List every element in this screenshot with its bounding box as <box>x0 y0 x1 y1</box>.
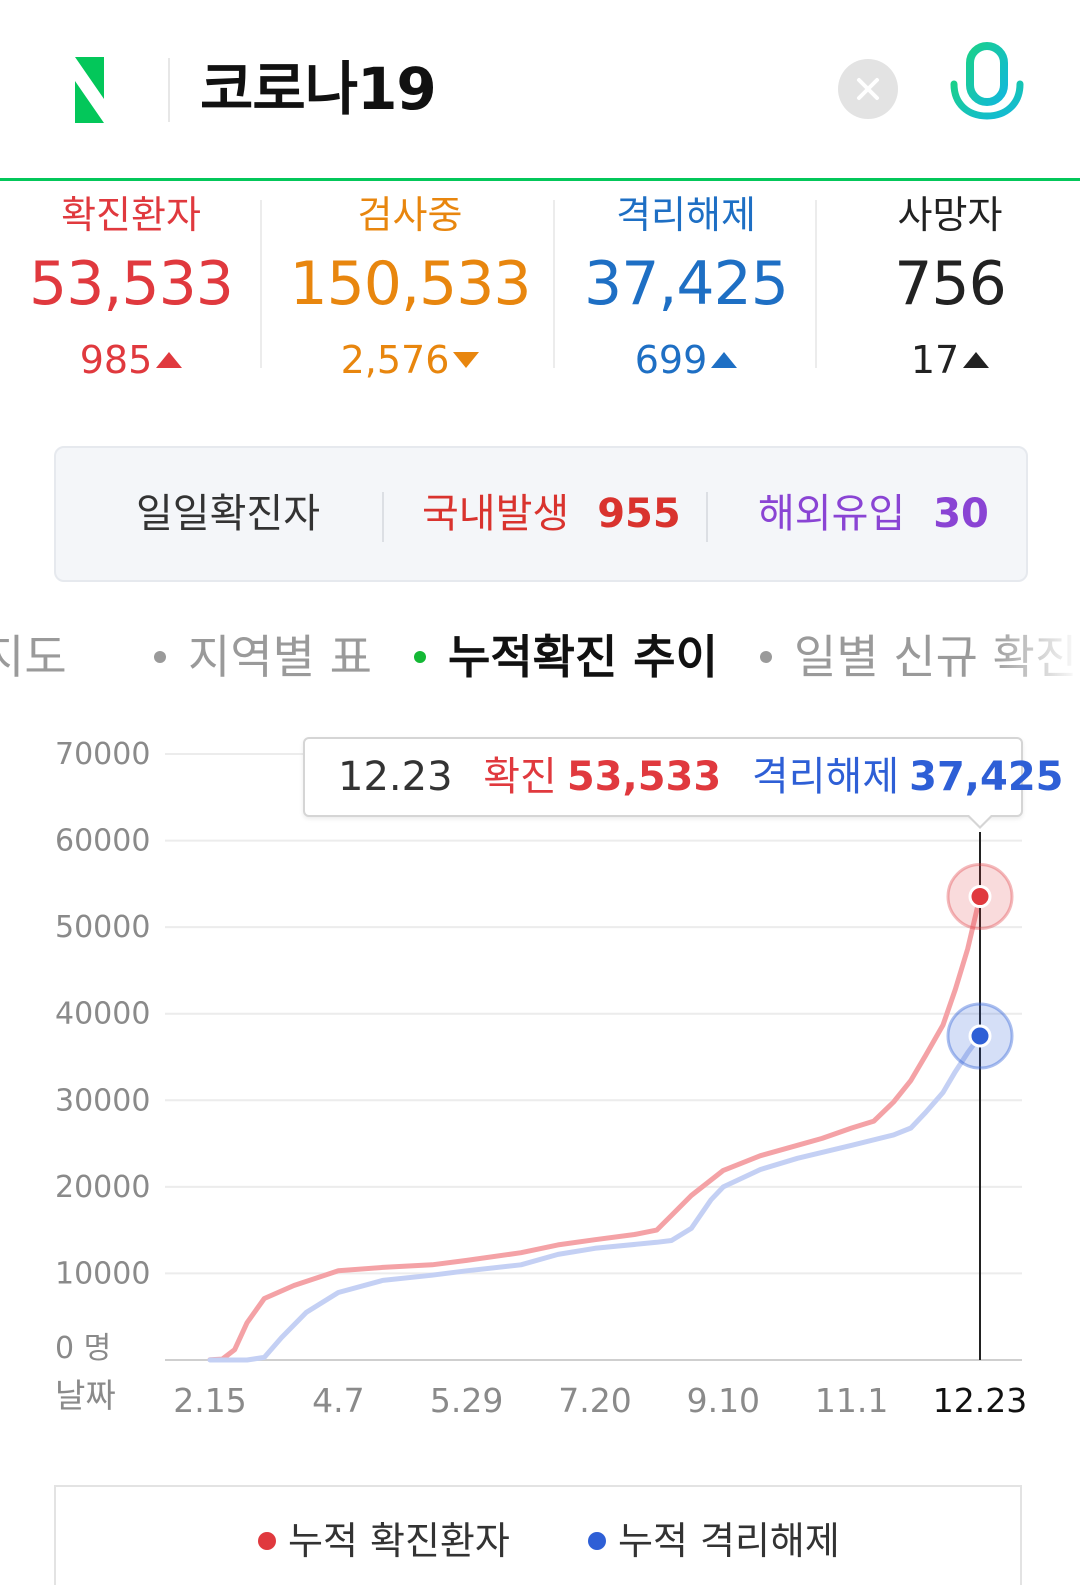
tooltip-confirmed-value: 53,533 <box>566 754 722 800</box>
daily-confirmed-box: 일일확진자 국내발생 955 해외유입 30 <box>54 446 1028 582</box>
daily-overseas: 해외유입 30 <box>758 448 989 580</box>
daily-overseas-label: 해외유입 <box>758 491 906 537</box>
legend-dot-icon <box>258 1531 276 1550</box>
x-tick-label: 12.23 <box>933 1381 1027 1420</box>
tab-cumulative-trend[interactable]: 누적확진 추이 <box>414 620 718 694</box>
tab-dot-icon <box>154 650 166 663</box>
triangle-down-icon <box>453 352 480 368</box>
search-header: 코로나19 <box>0 0 1080 181</box>
legend-item-released[interactable]: 누적 격리해제 <box>588 1513 840 1569</box>
daily-domestic-label: 국내발생 <box>422 491 570 537</box>
tabs-fade <box>990 620 1080 694</box>
tooltip-released-value: 37,425 <box>909 754 1064 800</box>
stat-delta: 2,576 <box>341 320 480 400</box>
stat-divider <box>815 200 817 368</box>
y-tick-label: 10000 <box>55 1256 150 1291</box>
confirmed-marker <box>968 885 992 909</box>
tab-label: 지도 <box>0 630 67 684</box>
x-tick-label: 11.1 <box>815 1381 888 1420</box>
stat-value: 37,425 <box>584 249 789 319</box>
x-axis-label: 날짜 <box>55 1376 116 1415</box>
stat-value: 53,533 <box>29 249 234 319</box>
y-tick-label: 30000 <box>55 1083 150 1118</box>
stat-label: 사망자 <box>897 193 1003 237</box>
summary-stats: 확진환자 53,533 985 검사중 150,533 2,576 격리해제 3… <box>0 182 1080 402</box>
stat-delta-value: 699 <box>634 338 708 382</box>
tooltip-arrow-inner <box>968 814 992 826</box>
y-tick-label: 70000 <box>55 737 150 772</box>
released-marker <box>968 1024 992 1048</box>
tooltip-date: 12.23 <box>338 754 453 800</box>
legend-item-confirmed[interactable]: 누적 확진환자 <box>258 1513 510 1569</box>
confirmed-line <box>207 894 983 1363</box>
stat-divider <box>260 200 262 368</box>
tab-dot-icon <box>414 650 426 663</box>
tab-dot-icon <box>760 650 772 663</box>
voice-search-button[interactable] <box>948 42 1026 134</box>
daily-domestic-value: 955 <box>597 491 681 537</box>
tab-region-table[interactable]: 지역별 표 <box>154 620 372 694</box>
x-tick-label: 7.20 <box>558 1381 631 1420</box>
legend-label: 누적 확진환자 <box>288 1519 510 1563</box>
triangle-up-icon <box>711 352 738 368</box>
y-tick-label: 60000 <box>55 824 150 859</box>
daily-overseas-value: 30 <box>933 491 989 537</box>
stat-value: 150,533 <box>289 249 531 319</box>
tab-label: 누적확진 추이 <box>448 630 718 684</box>
naver-logo[interactable] <box>53 57 126 123</box>
header-divider <box>168 58 170 122</box>
stat-confirmed: 확진환자 53,533 985 <box>20 182 242 400</box>
stat-label: 격리해제 <box>616 193 756 237</box>
chart-tooltip: 12.23 확진 53,533 격리해제 37,425 <box>303 737 1063 817</box>
daily-divider <box>382 492 384 542</box>
tab-map[interactable]: 지도 <box>0 620 67 694</box>
chart-tabs: 지도 지역별 표 누적확진 추이 일별 신규 확진 <box>0 620 1080 694</box>
stat-label: 확진환자 <box>61 193 201 237</box>
stat-delta-value: 985 <box>79 338 153 382</box>
legend-label: 누적 격리해제 <box>618 1519 840 1563</box>
x-tick-label: 5.29 <box>430 1381 503 1420</box>
x-tick-label: 4.7 <box>312 1381 364 1420</box>
stat-testing: 검사중 150,533 2,576 <box>282 182 538 400</box>
y-tick-label: 20000 <box>55 1170 150 1205</box>
stat-delta: 17 <box>910 320 990 400</box>
search-query-input[interactable]: 코로나19 <box>200 55 437 123</box>
chart-svg: 70000 60000 50000 40000 30000 20000 10000 0 명날짜… <box>55 737 1027 1420</box>
stat-value: 756 <box>894 249 1007 319</box>
stat-delta: 699 <box>635 320 738 400</box>
stat-released: 격리해제 37,425 699 <box>570 182 802 400</box>
daily-divider <box>706 492 708 542</box>
chart-legend: 누적 확진환자 누적 격리해제 <box>54 1485 1022 1585</box>
microphone-icon <box>950 42 1024 134</box>
stat-delta: 985 <box>80 320 183 400</box>
legend-dot-icon <box>588 1531 606 1550</box>
triangle-up-icon <box>156 352 183 368</box>
stat-divider <box>553 200 555 368</box>
triangle-up-icon <box>963 352 990 368</box>
daily-domestic: 국내발생 955 <box>422 448 681 580</box>
clear-search-button[interactable] <box>838 59 898 119</box>
y-tick-label: 50000 <box>55 910 150 945</box>
naver-n-icon <box>53 57 126 123</box>
stat-delta-value: 17 <box>910 338 960 382</box>
stat-delta-value: 2,576 <box>340 338 450 382</box>
stat-label: 검사중 <box>357 193 463 237</box>
x-tick-label: 9.10 <box>687 1381 760 1420</box>
tab-label: 지역별 표 <box>188 630 372 684</box>
tooltip-confirmed-label: 확진 <box>483 754 557 800</box>
tooltip-released-label: 격리해제 <box>751 754 900 800</box>
stat-deaths: 사망자 756 17 <box>840 182 1060 400</box>
daily-label: 일일확진자 <box>136 491 320 537</box>
released-line <box>207 1033 983 1363</box>
x-tick-label: 2.15 <box>173 1381 246 1420</box>
close-icon <box>857 78 879 100</box>
y-tick-label: 40000 <box>55 997 150 1032</box>
y-tick-label: 0 명 <box>55 1331 111 1366</box>
